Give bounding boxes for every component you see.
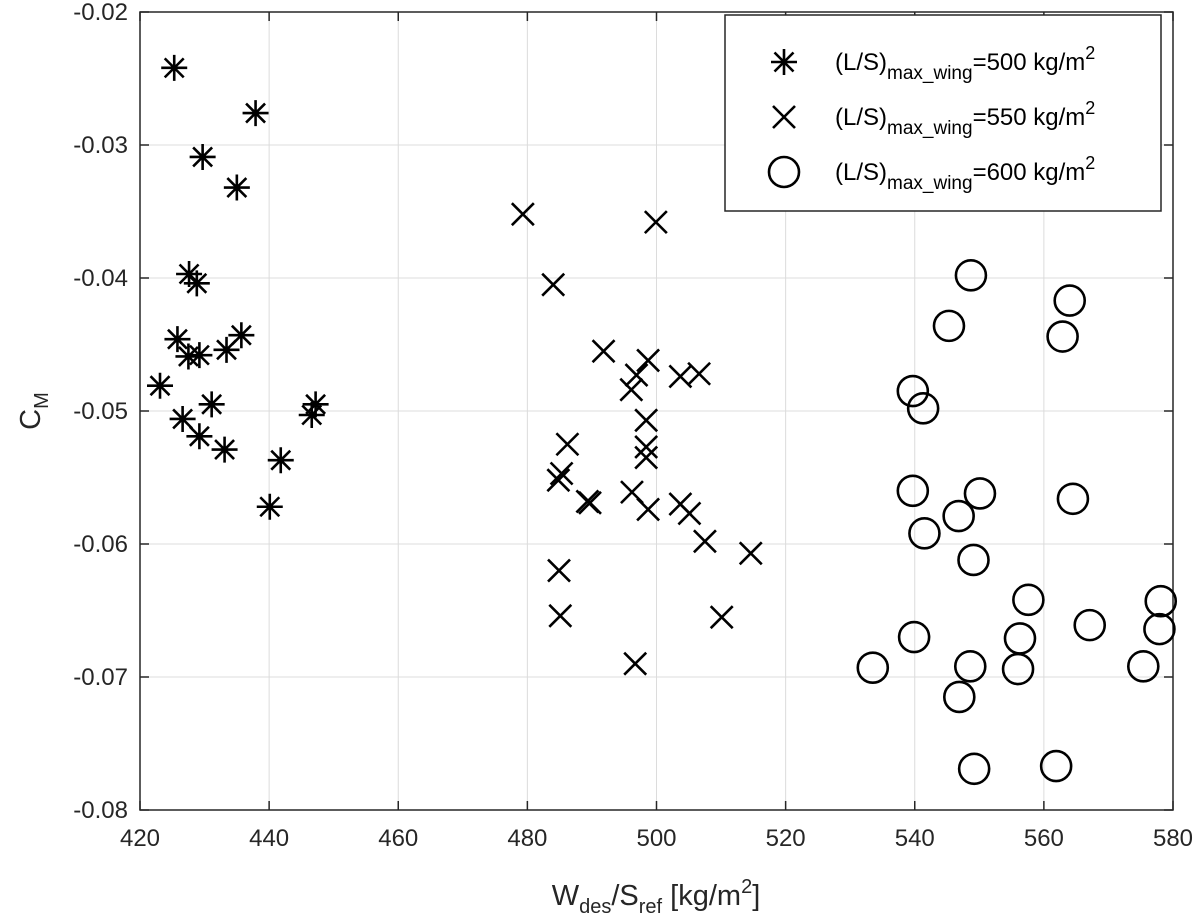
data-point-series-3 bbox=[856, 651, 890, 684]
x-tick-label: 480 bbox=[507, 825, 547, 852]
x-tick-label: 560 bbox=[1024, 825, 1064, 852]
data-point-series-3 bbox=[1143, 612, 1176, 646]
legend-marker-series-3 bbox=[767, 155, 801, 189]
data-point-series-1 bbox=[267, 447, 294, 474]
data-point-series-3 bbox=[1127, 650, 1160, 683]
data-point-series-1 bbox=[164, 326, 191, 353]
data-point-series-2 bbox=[693, 529, 717, 554]
data-point-series-3 bbox=[942, 680, 976, 714]
data-point-series-2 bbox=[636, 348, 661, 373]
legend-marker-series-2 bbox=[772, 105, 796, 129]
legend-label-series-3: (L/S)max_wing=600 kg/m2 bbox=[835, 153, 1095, 194]
data-point-series-3 bbox=[1053, 284, 1086, 317]
data-point-series-3 bbox=[1003, 622, 1037, 655]
data-point-series-3 bbox=[954, 259, 988, 292]
y-tick-label: -0.07 bbox=[73, 664, 128, 691]
data-point-series-2 bbox=[634, 408, 659, 433]
data-point-series-1 bbox=[298, 401, 325, 428]
data-point-series-2 bbox=[619, 377, 644, 402]
y-tick-label: -0.03 bbox=[73, 132, 128, 159]
data-point-series-2 bbox=[548, 603, 573, 628]
data-point-series-3 bbox=[1012, 583, 1045, 617]
data-point-series-2 bbox=[636, 497, 661, 522]
x-tick-label: 540 bbox=[895, 825, 935, 852]
data-point-series-2 bbox=[643, 210, 668, 235]
data-point-series-3 bbox=[908, 517, 941, 550]
data-point-series-1 bbox=[256, 493, 283, 520]
data-point-series-2 bbox=[738, 541, 763, 566]
data-point-series-1 bbox=[183, 270, 210, 297]
legend-marker-series-1 bbox=[771, 49, 797, 75]
data-point-series-1 bbox=[147, 372, 174, 399]
data-point-series-3 bbox=[896, 474, 930, 508]
legend-label-series-2: (L/S)max_wing=550 kg/m2 bbox=[835, 98, 1095, 139]
data-point-series-3 bbox=[897, 620, 931, 654]
y-tick-label: -0.05 bbox=[73, 398, 128, 425]
data-point-series-3 bbox=[942, 499, 975, 533]
data-point-series-3 bbox=[1001, 652, 1035, 686]
data-point-series-3 bbox=[1046, 320, 1079, 353]
data-point-series-3 bbox=[1144, 584, 1178, 618]
data-point-series-1 bbox=[161, 54, 188, 81]
legend-label-series-1: (L/S)max_wing=500 kg/m2 bbox=[835, 43, 1095, 84]
data-point-series-2 bbox=[555, 432, 580, 457]
data-point-series-2 bbox=[510, 202, 535, 227]
data-point-series-1 bbox=[223, 174, 250, 201]
x-tick-label: 420 bbox=[120, 825, 160, 852]
data-point-series-2 bbox=[634, 445, 659, 470]
data-point-series-1 bbox=[213, 336, 240, 363]
legend-markers bbox=[767, 49, 801, 189]
data-point-series-1 bbox=[186, 423, 213, 450]
data-point-series-2 bbox=[547, 558, 571, 583]
legend: (L/S)max_wing=500 kg/m2 (L/S)max_wing=55… bbox=[724, 14, 1162, 212]
data-point-series-1 bbox=[189, 143, 216, 170]
data-point-series-1 bbox=[228, 322, 255, 349]
y-axis-label: CM bbox=[15, 392, 53, 430]
data-point-series-2 bbox=[624, 363, 649, 388]
data-point-series-1 bbox=[198, 391, 225, 418]
x-tick-label: 520 bbox=[766, 825, 806, 852]
data-point-series-3 bbox=[932, 309, 966, 343]
data-point-series-2 bbox=[591, 339, 616, 364]
data-point-series-2 bbox=[549, 461, 574, 486]
data-point-series-2 bbox=[541, 272, 566, 297]
data-point-series-2 bbox=[677, 501, 702, 526]
data-point-series-2 bbox=[634, 434, 659, 459]
data-point-series-3 bbox=[963, 477, 997, 510]
data-point-series-2 bbox=[687, 361, 712, 386]
y-tick-label: -0.04 bbox=[73, 265, 128, 292]
y-tick-label: -0.06 bbox=[73, 531, 128, 558]
data-point-series-1 bbox=[169, 405, 196, 432]
x-tick-label: 580 bbox=[1153, 825, 1193, 852]
data-point-series-2 bbox=[709, 605, 734, 630]
data-point-series-3 bbox=[906, 392, 940, 425]
data-point-series-1 bbox=[242, 100, 269, 127]
x-axis-label: Wdes/Sref [kg/m2] bbox=[552, 876, 761, 918]
data-point-series-3 bbox=[1039, 749, 1073, 783]
x-tick-label: 500 bbox=[636, 825, 676, 852]
data-point-series-3 bbox=[1073, 608, 1107, 642]
x-tick-label: 440 bbox=[249, 825, 289, 852]
data-point-series-3 bbox=[1056, 482, 1090, 516]
data-point-series-1 bbox=[211, 436, 238, 463]
axis-ticks: 420 440 460 480 500 520 540 560 580 -0.08 -0.07 -0.… bbox=[73, 0, 1193, 852]
data-point-series-1 bbox=[175, 343, 202, 370]
data-point-series-3 bbox=[953, 650, 987, 683]
data-point-series-3 bbox=[957, 752, 991, 786]
y-tick-label: -0.08 bbox=[73, 797, 128, 824]
data-points bbox=[147, 54, 1178, 786]
data-point-series-2 bbox=[623, 651, 648, 676]
data-point-series-3 bbox=[957, 543, 990, 577]
data-point-series-1 bbox=[302, 391, 329, 418]
y-tick-label: -0.02 bbox=[73, 0, 128, 26]
data-point-series-2 bbox=[546, 468, 571, 493]
data-point-series-3 bbox=[896, 374, 930, 408]
data-point-series-2 bbox=[578, 490, 602, 515]
x-tick-label: 460 bbox=[378, 825, 418, 852]
data-point-series-1 bbox=[186, 342, 213, 369]
